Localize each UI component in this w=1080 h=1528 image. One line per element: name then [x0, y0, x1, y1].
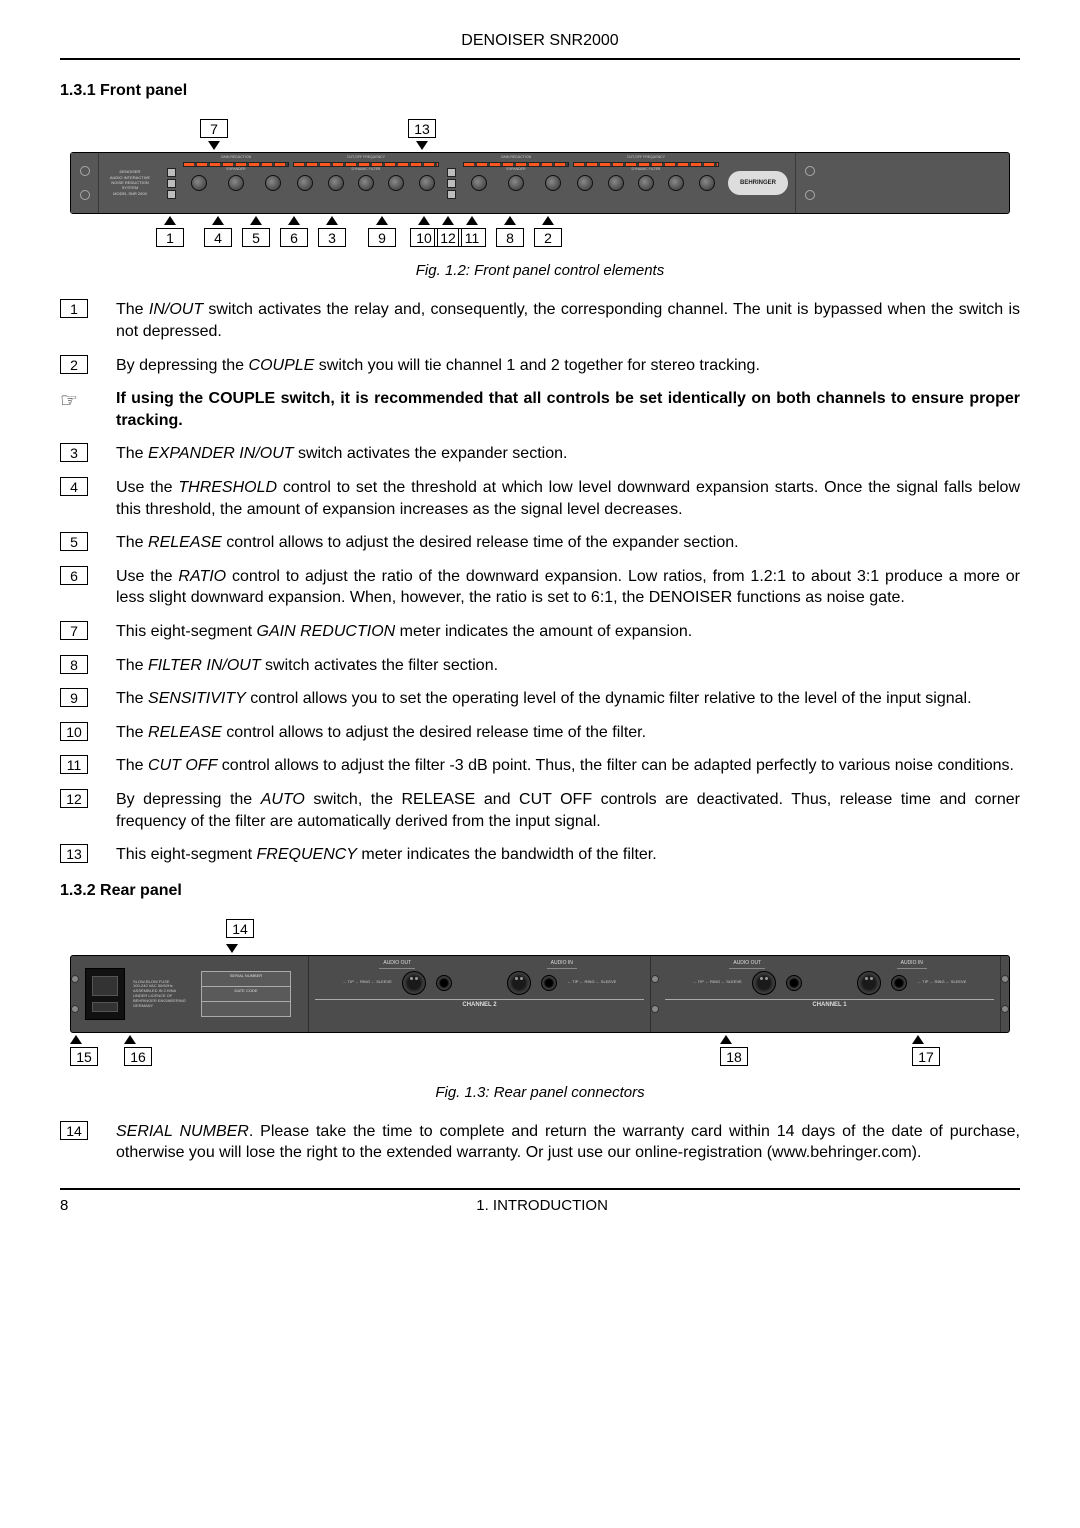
item-8: 8 The FILTER IN/OUT switch activates the …	[60, 655, 1020, 677]
front-panel-figure: 713 DENOISERAUDIO INTERACTIVENOISE REDUC…	[70, 119, 1010, 247]
brand-plate: BEHRINGER	[721, 153, 795, 213]
page-header: DENOISER SNR2000	[60, 30, 1020, 60]
front-panel: DENOISERAUDIO INTERACTIVENOISE REDUCTION…	[70, 152, 1010, 214]
item-13: 13 This eight-segment FREQUENCY meter ind…	[60, 844, 1020, 866]
item-3: 3 The EXPANDER IN/OUT switch activates th…	[60, 443, 1020, 465]
item-text-4: Use the THRESHOLD control to set the thr…	[116, 477, 1020, 520]
callout-13: 13	[408, 119, 436, 138]
item-number-5: 5	[60, 532, 88, 551]
dynamic-filter-ch2: CUT-OFF FREQUENCY DYNAMIC FILTER	[571, 153, 721, 213]
item-5: 5 The RELEASE control allows to adjust th…	[60, 532, 1020, 554]
callout-16: 16	[124, 1047, 152, 1066]
item-12: 12 By depressing the AUTO switch, the REL…	[60, 789, 1020, 832]
figure-caption-front: Fig. 1.2: Front panel control elements	[60, 261, 1020, 281]
item-10: 10 The RELEASE control allows to adjust t…	[60, 722, 1020, 744]
note-icon: ☞	[60, 388, 100, 415]
item-number-11: 11	[60, 755, 88, 774]
panel-ear-right	[795, 153, 823, 213]
figure-caption-rear: Fig. 1.3: Rear panel connectors	[60, 1083, 1020, 1103]
serial-number-box: SERIAL NUMBER DATE CODE	[201, 971, 291, 1017]
model-label: DENOISERAUDIO INTERACTIVENOISE REDUCTION…	[99, 153, 161, 213]
footer-section: 1. INTRODUCTION	[476, 1196, 608, 1216]
page-number: 8	[60, 1196, 68, 1216]
panel-ear-left	[71, 153, 99, 213]
item-text-8: The FILTER IN/OUT switch activates the f…	[116, 655, 1020, 677]
item-text-5: The RELEASE control allows to adjust the…	[116, 532, 1020, 554]
item-text-1: The IN/OUT switch activates the relay an…	[116, 299, 1020, 342]
item-number-14: 14	[60, 1121, 88, 1140]
in-out-switch	[161, 153, 181, 213]
rear-panel: SLOW-BLOW FUSE100-240 VAC 50/60HzASSEMBL…	[70, 955, 1010, 1033]
note-text: If using the COUPLE switch, it is recomm…	[116, 388, 1020, 431]
couple-switch	[441, 153, 461, 213]
fuse-text: SLOW-BLOW FUSE100-240 VAC 50/60HzASSEMBL…	[133, 980, 193, 1009]
callout-17: 17	[912, 1047, 940, 1066]
item-number-2: 2	[60, 355, 88, 374]
item-number-12: 12	[60, 789, 88, 808]
item-6: 6 Use the RATIO control to adjust the rat…	[60, 566, 1020, 609]
item-1: 1 The IN/OUT switch activates the relay a…	[60, 299, 1020, 342]
item-4: 4 Use the THRESHOLD control to set the th…	[60, 477, 1020, 520]
callout-6: 6	[280, 228, 308, 247]
section-title-rear: 1.3.2 Rear panel	[60, 880, 1020, 902]
item-text-9: The SENSITIVITY control allows you to se…	[116, 688, 1020, 710]
channel-1: AUDIO OUT ← TIP ← RING ← SLEEVE AUDIO IN…	[659, 956, 1001, 1032]
page-footer: 8 1. INTRODUCTION .	[60, 1188, 1020, 1216]
callout-9: 9	[368, 228, 396, 247]
item-text-7: This eight-segment GAIN REDUCTION meter …	[116, 621, 1020, 643]
callout-18: 18	[720, 1047, 748, 1066]
item-number-7: 7	[60, 621, 88, 640]
callout-1: 1	[156, 228, 184, 247]
item-text-6: Use the RATIO control to adjust the rati…	[116, 566, 1020, 609]
item-14: 14 SERIAL NUMBER. Please take the time to…	[60, 1121, 1020, 1164]
item-text-12: By depressing the AUTO switch, the RELEA…	[116, 789, 1020, 832]
item-9: 9 The SENSITIVITY control allows you to s…	[60, 688, 1020, 710]
callout-2: 2	[534, 228, 562, 247]
item-number-8: 8	[60, 655, 88, 674]
item-text-14: SERIAL NUMBER. Please take the time to c…	[116, 1121, 1020, 1164]
item-text-13: This eight-segment FREQUENCY meter indic…	[116, 844, 1020, 866]
gain-reduction-meter-ch1: GAIN REDUCTION EXPANDER	[181, 153, 291, 213]
item-text-11: The CUT OFF control allows to adjust the…	[116, 755, 1020, 777]
rear-panel-figure: 14 SLOW-BLOW FUSE100-240 VAC 50/60HzASSE…	[70, 919, 1010, 1068]
item-number-9: 9	[60, 688, 88, 707]
item-11: 11 The CUT OFF control allows to adjust t…	[60, 755, 1020, 777]
callout-5: 5	[242, 228, 270, 247]
channel-2: AUDIO OUT ← TIP ← RING ← SLEEVE AUDIO IN…	[309, 956, 651, 1032]
item-7: 7 This eight-segment GAIN REDUCTION meter…	[60, 621, 1020, 643]
iec-inlet	[85, 968, 125, 1020]
callout-8: 8	[496, 228, 524, 247]
section-title-front: 1.3.1 Front panel	[60, 80, 1020, 102]
item-text-3: The EXPANDER IN/OUT switch activates the…	[116, 443, 1020, 465]
item-number-6: 6	[60, 566, 88, 585]
callout-4: 4	[204, 228, 232, 247]
item-number-4: 4	[60, 477, 88, 496]
callout-3: 3	[318, 228, 346, 247]
item-number-13: 13	[60, 844, 88, 863]
dynamic-filter-ch1: CUT-OFF FREQUENCY DYNAMIC FILTER	[291, 153, 441, 213]
item-text-2: By depressing the COUPLE switch you will…	[116, 355, 1020, 377]
item-2: 2 By depressing the COUPLE switch you wil…	[60, 355, 1020, 377]
item-number-1: 1	[60, 299, 88, 318]
callout-7: 7	[200, 119, 228, 138]
gain-reduction-meter-ch2: GAIN REDUCTION EXPANDER	[461, 153, 571, 213]
callout-11: 11	[458, 228, 486, 247]
power-section: SLOW-BLOW FUSE100-240 VAC 50/60HzASSEMBL…	[79, 956, 309, 1032]
item-number-3: 3	[60, 443, 88, 462]
note-row: ☞ If using the COUPLE switch, it is reco…	[60, 388, 1020, 431]
callout-14: 14	[226, 919, 254, 938]
item-text-10: The RELEASE control allows to adjust the…	[116, 722, 1020, 744]
item-number-10: 10	[60, 722, 88, 741]
callout-15: 15	[70, 1047, 98, 1066]
